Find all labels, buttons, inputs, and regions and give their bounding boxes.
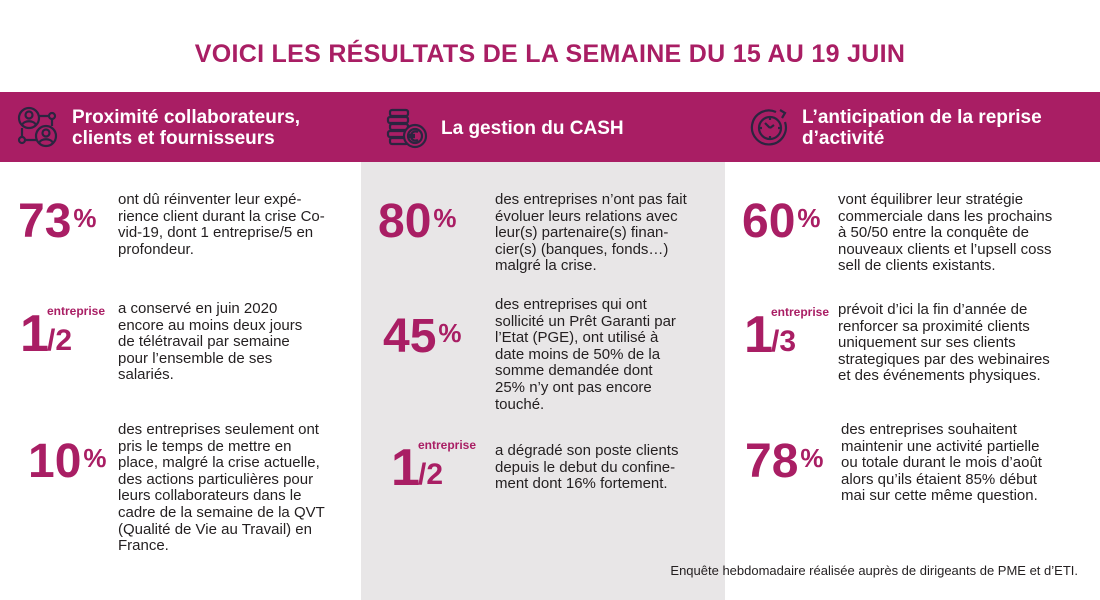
stat-value: 60% [742, 195, 821, 248]
stat-text: des entreprises n’ont pas fait évoluer l… [495, 191, 687, 275]
stat-value: 10% [28, 435, 107, 488]
stat-text: des entreprises seulement ont pris le te… [118, 421, 325, 555]
stat-fraction: 1 entreprise/2 [20, 304, 106, 363]
stat-text: des entreprises qui ont sollicité un Prê… [495, 296, 676, 413]
stat-value: 45% [383, 310, 462, 363]
stat-value: 73% [18, 195, 97, 248]
stat-fraction: 1 entreprise/3 [744, 305, 830, 364]
column-header-anticipation: L’anticipation de la reprise d’activité [750, 103, 1042, 153]
page-title: VOICI LES RÉSULTATS DE LA SEMAINE DU 15 … [194, 40, 906, 68]
people-network-icon [17, 106, 58, 148]
stat-text: ont dû réinventer leur expé- rience clie… [118, 191, 325, 258]
header-band [0, 92, 1100, 162]
column-heading: Proximité collaborateurs, clients et fou… [72, 107, 301, 149]
stat-fraction: 1 entreprise/2 [391, 438, 477, 497]
stat-text: a conservé en juin 2020 encore au moins … [118, 300, 303, 384]
stat-value: 78% [745, 435, 824, 488]
column-heading: L’anticipation de la reprise d’activité [802, 107, 1042, 149]
clock-refresh-icon [750, 109, 787, 146]
stat-value: 80% [378, 195, 457, 248]
cash-column-background [361, 162, 725, 600]
stat-text: des entreprises souhaitent maintenir une… [841, 421, 1042, 505]
stat-text: prévoit d’ici la fin d’année de renforce… [838, 301, 1050, 385]
stat-text: a dégradé son poste clients depuis le de… [495, 442, 679, 493]
survey-footnote: Enquête hebdomadaire réalisée auprès de … [670, 563, 1078, 578]
column-header-cash: La gestion du CASH [385, 103, 624, 153]
column-heading: La gestion du CASH [441, 117, 624, 139]
coins-euro-icon [386, 108, 428, 149]
column-header-proximite: Proximité collaborateurs, clients et fou… [16, 103, 300, 153]
stat-text: vont équilibrer leur stratégie commercia… [838, 191, 1053, 275]
